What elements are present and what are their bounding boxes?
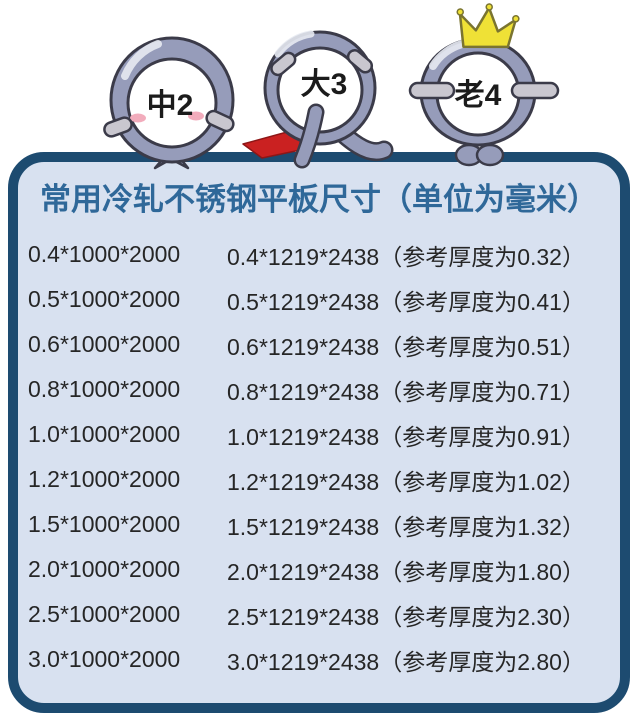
side-bar-right [510,81,560,100]
size-row: 1.0*1000*2000 1.0*1219*2438（参考厚度为0.91） [28,412,620,457]
mascot-label: 中2 [147,89,194,122]
grip-hand-right [346,49,374,74]
large-size-thickness-cell: 2.5*1219*2438（参考厚度为2.30） [227,603,585,630]
large-size-thickness-cell: 1.2*1219*2438（参考厚度为1.02） [227,468,585,495]
ring-mascot-da3: 大3 [242,30,394,169]
standard-size-cell: 2.5*1000*2000 [28,601,181,627]
blush-left-icon [130,113,146,123]
size-row: 0.6*1000*2000 0.6*1219*2438（参考厚度为0.51） [28,322,620,367]
size-table: 0.4*1000*2000 0.4*1219*2438（参考厚度为0.32） 0… [18,232,620,682]
standard-size-cell: 3.0*1000*2000 [28,646,181,672]
grip-hand-right [205,109,235,133]
large-size-thickness-cell: 0.5*1219*2438（参考厚度为0.41） [227,288,585,315]
standard-size-cell: 0.6*1000*2000 [28,331,181,357]
panel-title: 常用冷轧不锈钢平板尺寸（单位为毫米） [40,182,598,217]
crown-icon [456,3,520,49]
large-size-thickness-cell: 0.4*1219*2438（参考厚度为0.32） [227,243,585,270]
size-row: 2.5*1000*2000 2.5*1219*2438（参考厚度为2.30） [28,592,620,637]
size-panel: 常用冷轧不锈钢平板尺寸（单位为毫米） 0.4*1000*2000 0.4*121… [8,152,630,713]
ring-highlight [429,40,466,70]
large-size-thickness-cell: 0.6*1219*2438（参考厚度为0.51） [227,333,585,360]
standard-size-cell: 0.8*1000*2000 [28,376,181,402]
size-row: 0.8*1000*2000 0.8*1219*2438（参考厚度为0.71） [28,367,620,412]
standard-size-cell: 1.0*1000*2000 [28,421,181,447]
knot-loop-right [475,143,505,167]
ring-highlight [274,30,315,58]
standard-size-cell: 2.0*1000*2000 [28,556,181,582]
size-row: 2.0*1000*2000 2.0*1219*2438（参考厚度为1.80） [28,547,620,592]
standard-size-cell: 0.4*1000*2000 [28,241,181,267]
size-row: 0.5*1000*2000 0.5*1219*2438（参考厚度为0.41） [28,277,620,322]
size-row: 1.5*1000*2000 1.5*1219*2438（参考厚度为1.32） [28,502,620,547]
mascot-face [126,57,218,149]
large-size-thickness-cell: 0.8*1219*2438（参考厚度为0.71） [227,378,585,405]
standard-size-cell: 0.5*1000*2000 [28,286,181,312]
blush-right-icon [188,111,204,121]
large-size-thickness-cell: 3.0*1219*2438（参考厚度为2.80） [227,648,585,675]
size-row: 0.4*1000*2000 0.4*1219*2438（参考厚度为0.32） [28,232,620,277]
mascot-label: 老4 [455,79,502,112]
grip-hand-left [270,51,297,77]
ring-mascot-lao4: 老4 [408,3,560,167]
grip-hand-left [103,116,133,138]
ring-highlight [121,40,162,80]
front-arm [296,106,322,166]
mascot-label: 大3 [301,68,348,101]
standard-size-cell: 1.5*1000*2000 [28,511,181,537]
large-size-thickness-cell: 2.0*1219*2438（参考厚度为1.80） [227,558,585,585]
ring-mascot-zhong2: 中2 [103,36,235,170]
size-row: 3.0*1000*2000 3.0*1219*2438（参考厚度为2.80） [28,637,620,682]
side-bar-left [408,81,456,100]
standard-size-cell: 1.2*1000*2000 [28,466,181,492]
size-row: 1.2*1000*2000 1.2*1219*2438（参考厚度为1.02） [28,457,620,502]
large-size-thickness-cell: 1.5*1219*2438（参考厚度为1.32） [227,513,585,540]
large-size-thickness-cell: 1.0*1219*2438（参考厚度为0.91） [227,423,585,450]
